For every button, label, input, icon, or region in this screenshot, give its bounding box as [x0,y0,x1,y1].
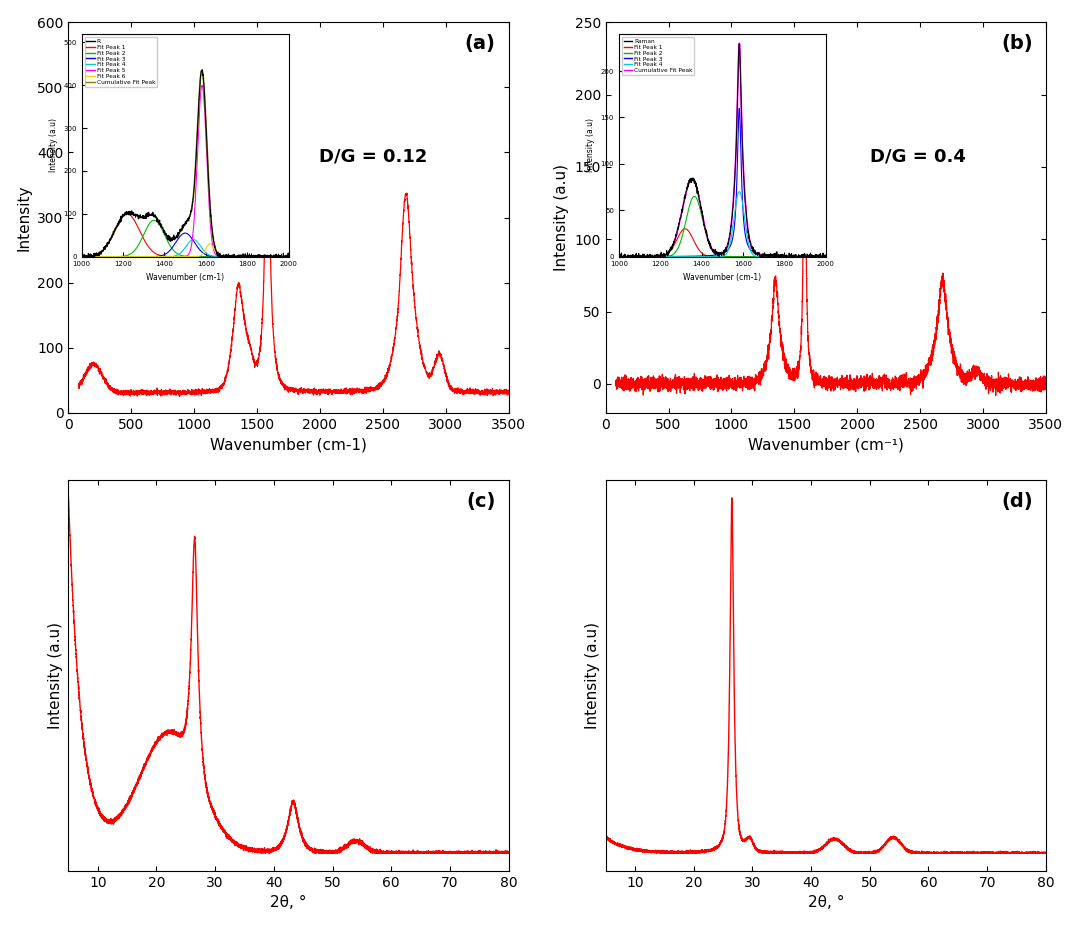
Text: (d): (d) [1001,492,1032,511]
Y-axis label: Intensity (a.u): Intensity (a.u) [48,622,63,729]
X-axis label: 2θ, °: 2θ, ° [808,895,843,910]
Y-axis label: Intensity: Intensity [16,184,31,251]
Text: D/G = 0.4: D/G = 0.4 [869,147,966,165]
Y-axis label: Intensity (a.u): Intensity (a.u) [585,622,600,729]
X-axis label: 2θ, °: 2θ, ° [270,895,307,910]
Text: D/G = 0.12: D/G = 0.12 [320,147,428,165]
Y-axis label: Intensity (a.u): Intensity (a.u) [554,164,569,271]
Text: (a): (a) [464,34,496,53]
Text: (b): (b) [1001,34,1032,53]
X-axis label: Wavenumber (cm⁻¹): Wavenumber (cm⁻¹) [747,438,904,452]
X-axis label: Wavenumber (cm-1): Wavenumber (cm-1) [211,438,367,452]
Text: (c): (c) [467,492,496,511]
